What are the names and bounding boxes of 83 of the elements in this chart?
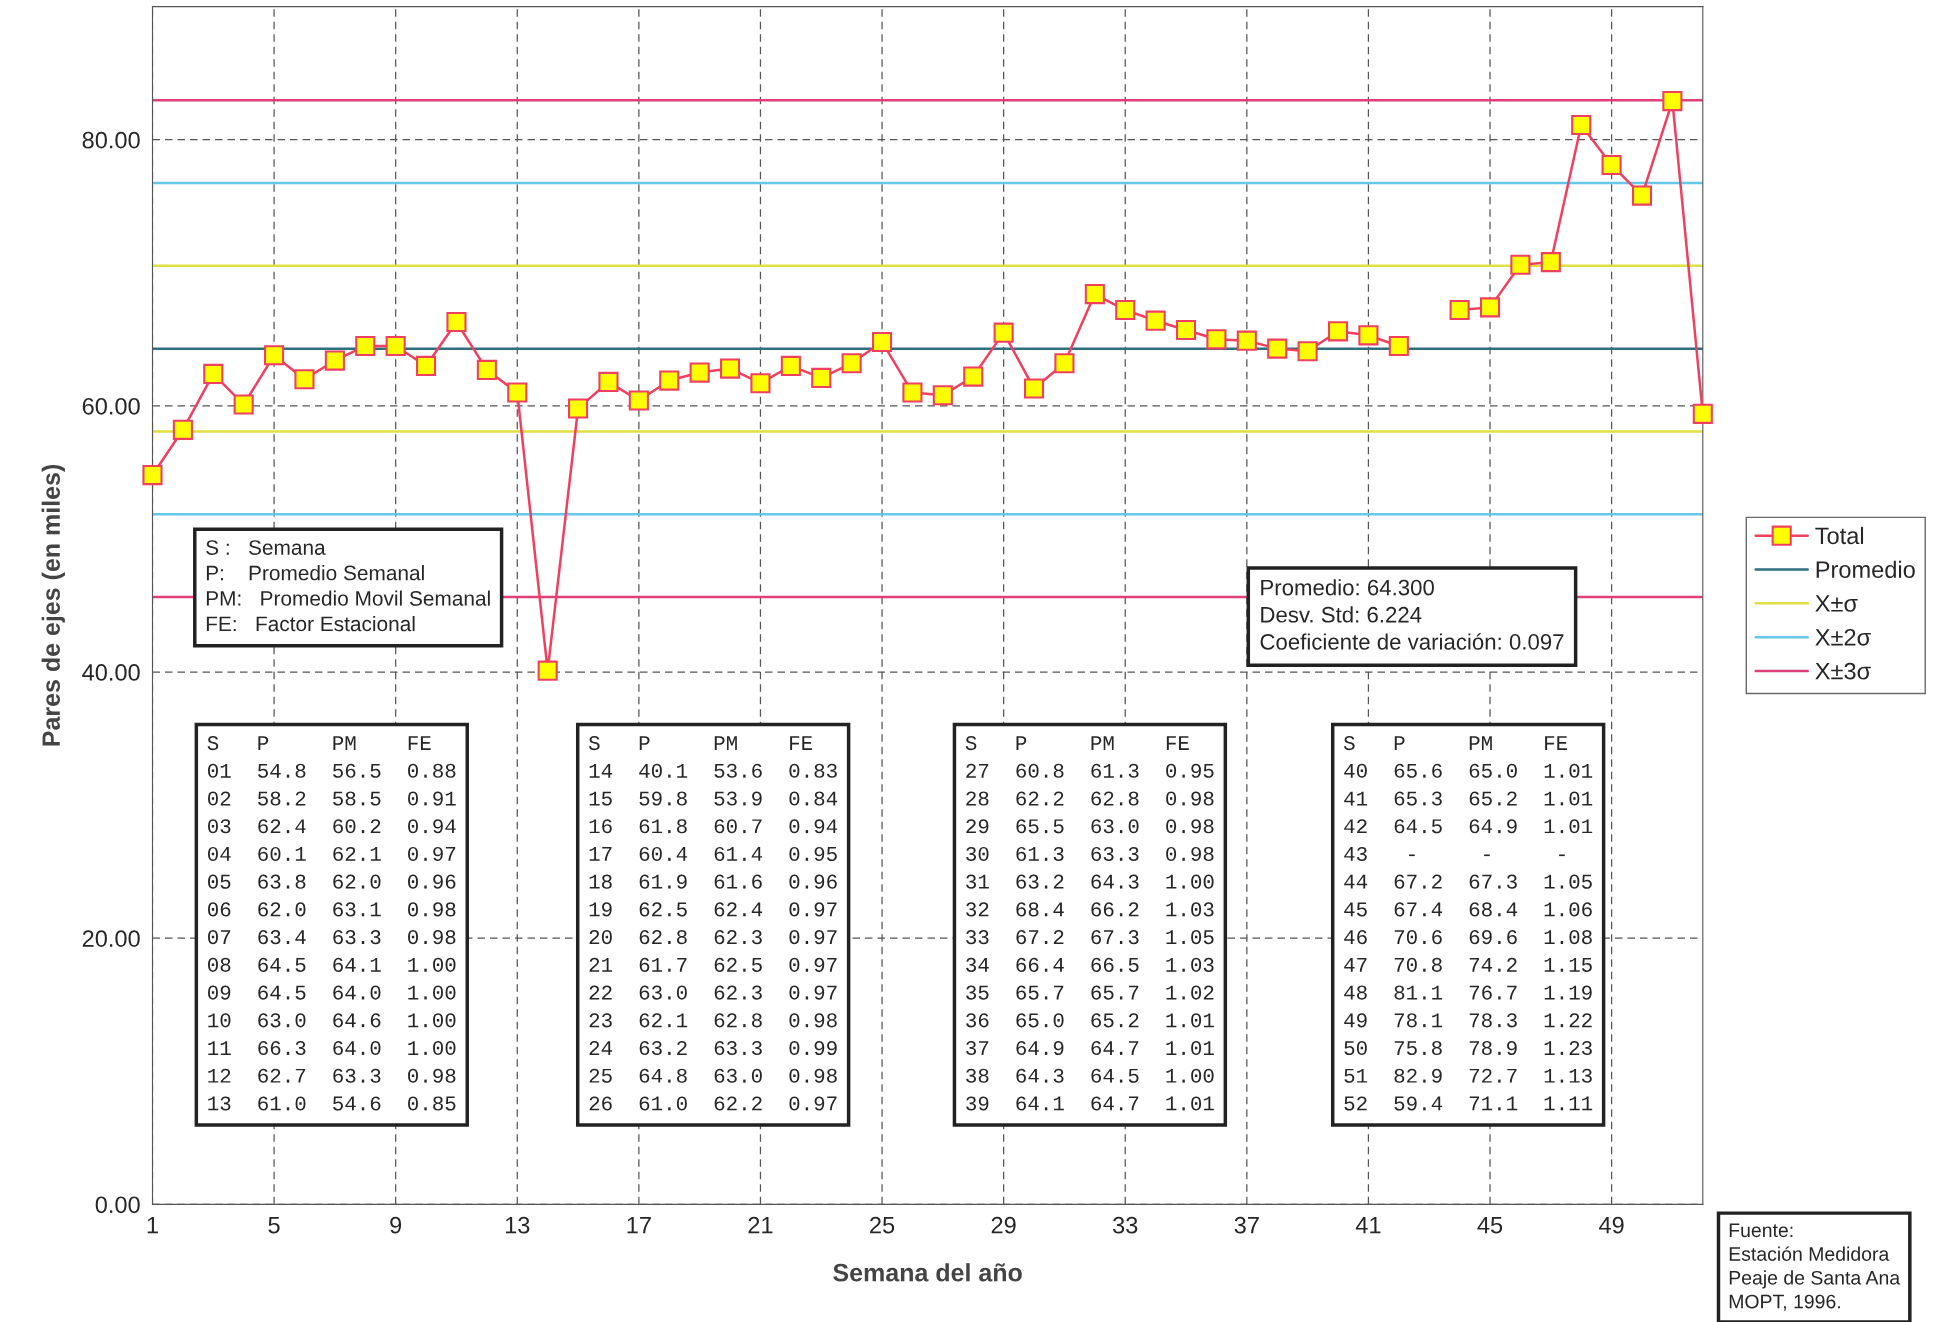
point <box>1692 403 1713 424</box>
y-tick-label: 60.00 <box>82 397 140 415</box>
text: S P PM FE 27 60.8 61.3 0.95 28 62.2 62.8 0.98 29 65.5 63.0 0.98 30 61.3 63.3 0.98 31 63.2 64.3 1.00 32 68.4 66.2 1.03 33 67.2 67.3 1.05 34 66.4 66.5 1.03 35 65.7 65.7 1.02 36 65.0 65.2 1.01 37 64.9 64.7 1.01 38 64.3 64.5 1.00 39 64.1 64.7 1.01 <box>965 735 1214 1111</box>
x-tick-label: 13 <box>505 1216 530 1234</box>
y-tick-label: 40.00 <box>82 664 140 681</box>
point <box>385 335 406 357</box>
y-tick-label: 80.00 <box>82 131 140 149</box>
legend-label: X±2σ <box>1815 628 1871 646</box>
legend-label: Promedio <box>1816 560 1915 578</box>
point <box>1449 299 1470 321</box>
point <box>476 359 497 380</box>
point <box>203 363 224 384</box>
x-tick-label: 33 <box>1113 1216 1138 1234</box>
point <box>416 355 437 376</box>
point <box>719 358 741 379</box>
point <box>871 331 893 353</box>
point <box>841 353 862 374</box>
x-tick-label: 17 <box>627 1217 651 1234</box>
point <box>932 385 953 406</box>
x-tick-label: 25 <box>870 1216 895 1234</box>
x-tick-label: 5 <box>268 1217 280 1234</box>
annotation: S : Semana P: Promedio Semanal PM: Promedio Movil Semanal FE: Factor Estacional <box>206 540 490 632</box>
point <box>568 398 589 419</box>
point <box>1084 284 1105 305</box>
point <box>1115 299 1136 321</box>
legend-label: Total <box>1815 526 1864 545</box>
point <box>902 382 923 403</box>
point <box>1479 297 1501 318</box>
point <box>142 464 163 486</box>
text: S P PM FE 14 40.1 53.6 0.83 15 59.8 53.9 0.84 16 61.8 60.7 0.94 17 60.4 61.4 0.95 18 61.9 61.6 0.96 19 62.5 62.4 0.97 20 62.8 62.3 0.97 21 61.7 62.5 0.97 22 63.0 62.3 0.97 23 62.1 62.8 0.98 24 63.2 63.3 0.99 25 64.8 63.0 0.98 26 61.0 62.2 0.97 <box>588 735 838 1111</box>
x-tick-label: 45 <box>1477 1217 1503 1234</box>
y-tick-label: 20.00 <box>82 930 140 947</box>
point <box>1358 325 1379 346</box>
point <box>233 394 254 415</box>
point <box>780 355 801 376</box>
text: S P PM FE 01 54.8 56.5 0.88 02 58.2 58.5 0.91 03 62.4 60.2 0.94 04 60.1 62.1 0.97 05 63.8 62.0 0.96 06 62.0 63.1 0.98 07 63.4 63.3 0.98 08 64.5 64.1 1.00 09 64.5 64.0 1.00 10 63.0 64.6 1.00 11 66.3 64.0 1.00 12 62.7 63.3 0.98 13 61.0 54.6 0.85 <box>207 735 456 1111</box>
point <box>1023 378 1045 399</box>
point <box>1601 154 1622 176</box>
point <box>659 370 680 391</box>
point <box>507 382 528 403</box>
point <box>1054 353 1075 374</box>
legend-label: X±σ <box>1815 595 1858 612</box>
x-tick-label: 37 <box>1234 1216 1259 1234</box>
point <box>628 390 649 411</box>
point <box>1571 114 1592 136</box>
x-tick-label: 29 <box>991 1216 1016 1234</box>
point <box>446 311 467 333</box>
point <box>1267 338 1288 359</box>
point <box>172 419 193 440</box>
point <box>750 373 771 394</box>
point <box>1662 91 1683 112</box>
y-axis-title: Pares de ejes (en miles) <box>41 464 65 746</box>
point <box>355 335 376 357</box>
annotation: Promedio: 64.300 Desv. Std: 6.224 Coeficiente de variación: 0.097 <box>1260 579 1564 650</box>
point <box>537 660 558 681</box>
x-tick-label: 1 <box>147 1217 158 1234</box>
legend-label: X±3σ <box>1815 662 1871 680</box>
x-tick-label: 21 <box>748 1216 773 1234</box>
point <box>1145 310 1166 331</box>
x-tick-label: 49 <box>1599 1216 1624 1234</box>
point <box>324 350 345 371</box>
point <box>1388 335 1409 357</box>
point <box>1236 330 1257 351</box>
point <box>993 322 1014 343</box>
point <box>1327 321 1349 342</box>
source-note: Fuente: Estación Medidora Peaje de Santa Ana MOPT, 1996. <box>1729 1223 1901 1311</box>
x-tick-label: 41 <box>1355 1217 1381 1234</box>
point <box>294 369 315 390</box>
x-axis-title: Semana del año <box>833 1263 1022 1282</box>
point <box>1206 329 1227 350</box>
point <box>598 371 619 392</box>
point <box>1510 254 1531 275</box>
point <box>1540 252 1561 273</box>
point <box>1175 319 1197 341</box>
point <box>963 366 984 387</box>
y-tick-label: 0.00 <box>95 1196 140 1214</box>
point <box>264 345 285 366</box>
point <box>1297 341 1318 362</box>
point <box>689 362 710 383</box>
x-tick-label: 9 <box>390 1216 402 1234</box>
point <box>1631 185 1653 206</box>
point <box>811 367 832 388</box>
text: S P PM FE 40 65.6 65.0 1.01 41 65.3 65.2 1.01 42 64.5 64.9 1.01 43 - - - 44 67.2 67.3 1.05 45 67.4 68.4 1.06 46 70.6 69.6 1.08 47 70.8 74.2 1.15 48 81.1 76.7 1.19 49 78.1 78.3 1.22 50 75.8 78.9 1.23 51 82.9 72.7 1.13 52 59.4 71.1 1.11 <box>1343 735 1593 1111</box>
